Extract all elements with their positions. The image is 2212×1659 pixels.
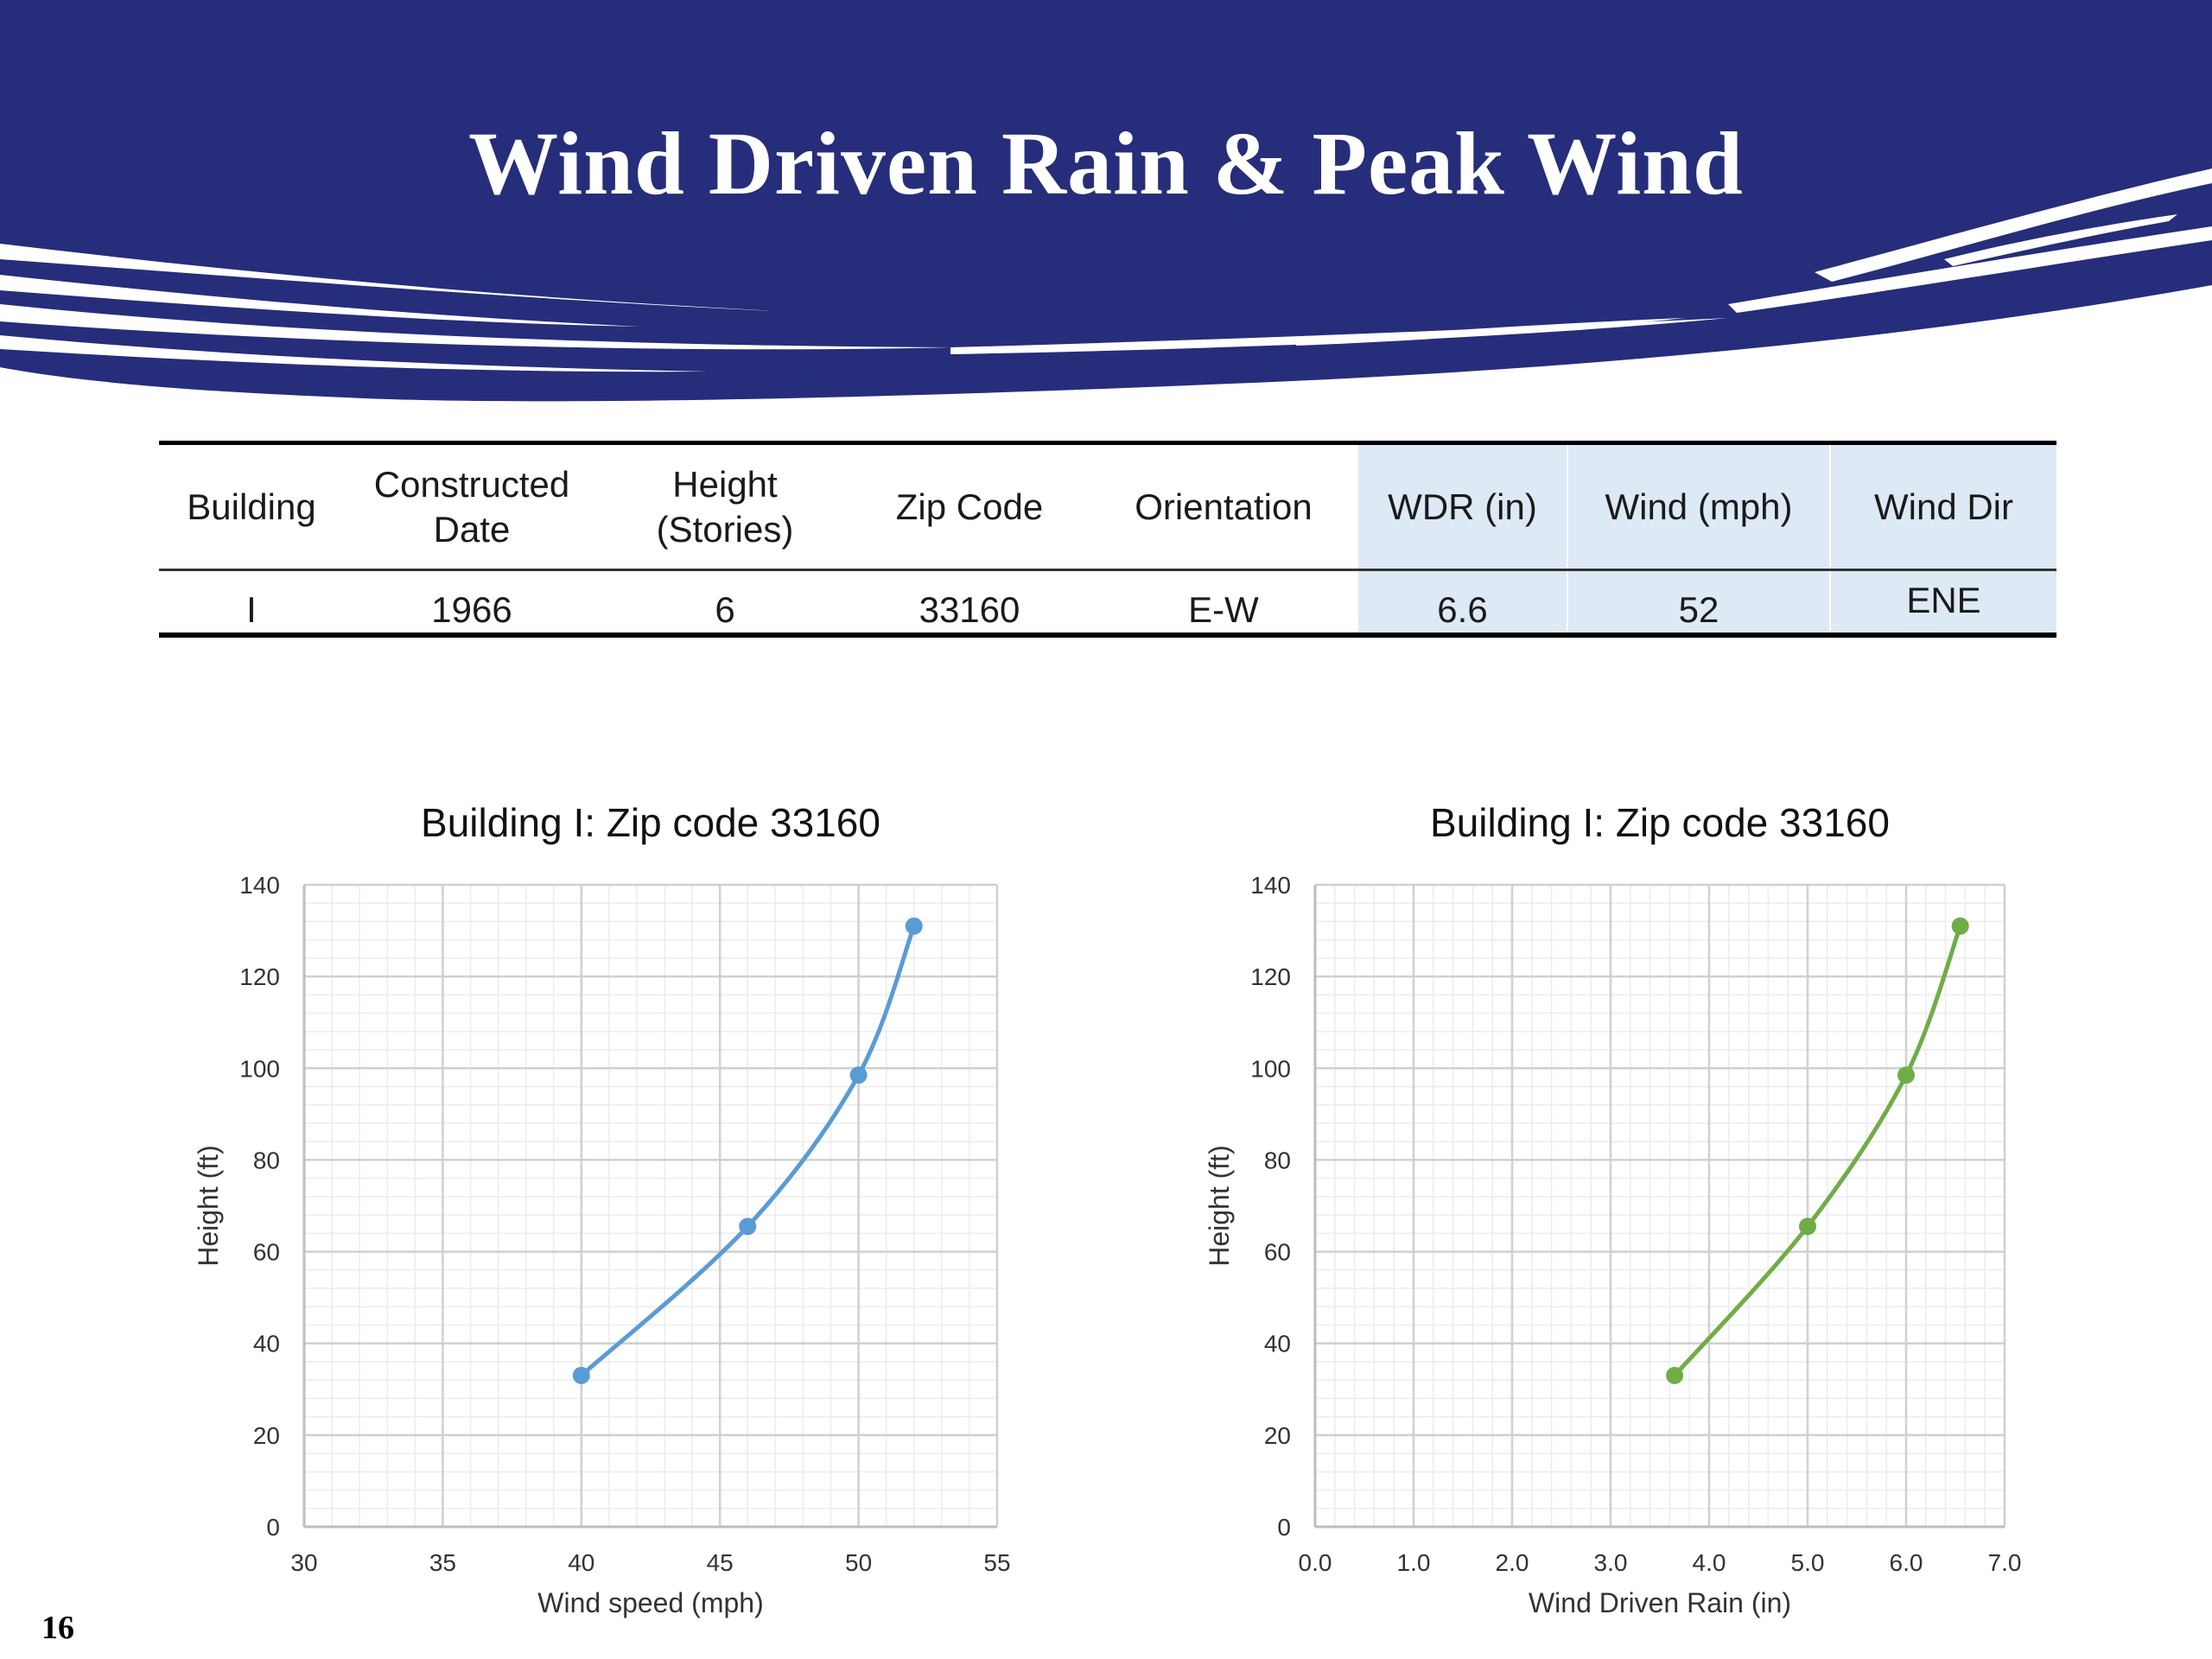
header-building: Building xyxy=(159,441,344,571)
series-line-wind xyxy=(580,925,917,1377)
y-tick-label: 0 xyxy=(1277,1514,1291,1541)
y-axis-title: Height (ft) xyxy=(1204,1145,1235,1266)
data-point-wind xyxy=(905,917,923,935)
table-row: I 1966 6 33160 E-W 6.6 52 ENE xyxy=(159,569,2056,638)
y-tick-label: 40 xyxy=(1264,1331,1291,1357)
page-title: Wind Driven Rain & Peak Wind xyxy=(468,114,1744,213)
header-banner xyxy=(0,0,2212,402)
cell-height: 6 xyxy=(600,569,850,638)
y-tick-label: 0 xyxy=(266,1514,280,1541)
x-tick-label: 4.0 xyxy=(1693,1549,1726,1576)
y-tick-label: 20 xyxy=(1264,1422,1291,1449)
cell-wdr: 6.6 xyxy=(1358,569,1567,638)
x-tick-label: 7.0 xyxy=(1988,1549,2022,1576)
y-tick-label: 60 xyxy=(1264,1239,1291,1266)
header-zip-code: Zip Code xyxy=(850,441,1089,571)
data-point-wdr xyxy=(1666,1366,1684,1384)
chart-title: Building I: Zip code 33160 xyxy=(1430,800,1890,845)
x-tick-label: 45 xyxy=(707,1549,734,1576)
page-number: 16 xyxy=(41,1610,74,1646)
series-line-wdr xyxy=(1673,925,1963,1377)
y-axis-title: Height (ft) xyxy=(193,1145,224,1266)
x-tick-label: 40 xyxy=(568,1549,594,1576)
x-tick-label: 1.0 xyxy=(1397,1549,1431,1576)
minor-gridlines xyxy=(1314,884,2005,1528)
y-tick-label: 100 xyxy=(239,1055,280,1082)
building-data-table: Building Constructed Date Height (Stories)… xyxy=(159,441,2056,638)
data-point-wind xyxy=(849,1066,868,1084)
header-wdr: WDR (in) xyxy=(1358,441,1567,571)
x-axis-title: Wind Driven Rain (in) xyxy=(1529,1587,1791,1618)
cell-building: I xyxy=(159,569,344,638)
x-tick-label: 35 xyxy=(429,1549,456,1576)
cell-constructed-date: 1966 xyxy=(344,569,600,638)
x-tick-label: 55 xyxy=(983,1549,1010,1576)
brush-streaks xyxy=(0,168,2212,372)
cell-zip-code: 33160 xyxy=(850,569,1089,638)
y-tick-label: 140 xyxy=(1250,872,1291,899)
header-wind: Wind (mph) xyxy=(1567,441,1830,571)
data-point-wind xyxy=(739,1217,757,1236)
data-point-wdr xyxy=(1951,917,1969,935)
data-point-wdr xyxy=(1897,1066,1915,1084)
y-tick-label: 80 xyxy=(253,1147,280,1173)
y-tick-label: 120 xyxy=(1250,963,1291,990)
header-height: Height (Stories) xyxy=(600,441,850,571)
x-tick-label: 50 xyxy=(845,1549,872,1576)
header-orientation: Orientation xyxy=(1089,441,1358,571)
y-tick-label: 40 xyxy=(253,1331,280,1357)
x-axis-title: Wind speed (mph) xyxy=(537,1587,763,1618)
data-point-wind xyxy=(572,1366,590,1384)
cell-wind-dir: ENE xyxy=(1829,569,2056,638)
y-tick-label: 140 xyxy=(239,872,280,899)
x-tick-label: 5.0 xyxy=(1791,1549,1825,1576)
y-tick-label: 60 xyxy=(253,1239,280,1266)
data-point-wdr xyxy=(1799,1217,1816,1236)
banner-background xyxy=(0,0,2212,402)
chart-title: Building I: Zip code 33160 xyxy=(421,800,880,845)
y-tick-label: 120 xyxy=(239,963,280,990)
header-wind-dir: Wind Dir xyxy=(1829,441,2056,571)
header-constructed-date: Constructed Date xyxy=(344,441,600,571)
major-gridlines xyxy=(1313,883,2006,1529)
x-tick-label: 3.0 xyxy=(1594,1549,1628,1576)
x-tick-label: 2.0 xyxy=(1496,1549,1529,1576)
x-tick-label: 6.0 xyxy=(1890,1549,1923,1576)
cell-wind: 52 xyxy=(1567,569,1830,638)
y-tick-label: 80 xyxy=(1264,1147,1291,1173)
x-tick-label: 0.0 xyxy=(1299,1549,1332,1576)
y-tick-label: 100 xyxy=(1250,1055,1291,1082)
x-tick-label: 30 xyxy=(290,1549,317,1576)
cell-orientation: E-W xyxy=(1089,569,1358,638)
y-tick-label: 20 xyxy=(253,1422,280,1449)
table-header-row: Building Constructed Date Height (Stories)… xyxy=(159,441,2056,571)
